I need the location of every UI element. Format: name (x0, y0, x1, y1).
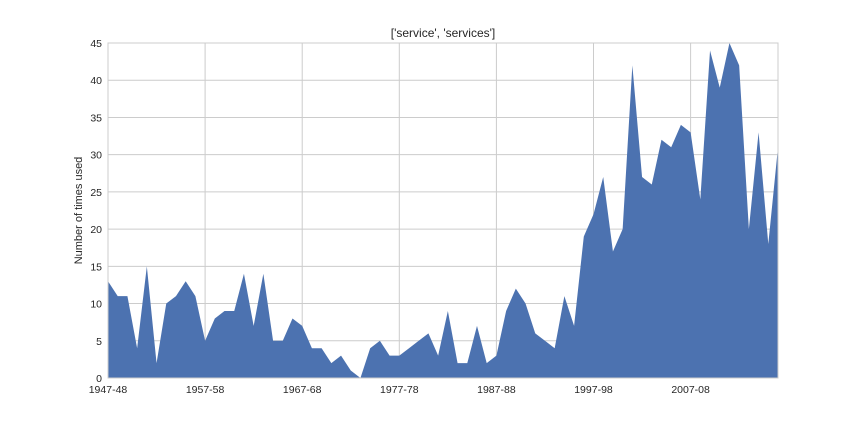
y-tick-label: 40 (90, 75, 102, 87)
x-tick-label: 1997-98 (574, 384, 613, 396)
x-tick-labels: 1947-48 1957-58 1967-68 1977-78 1987-88 1997-… (89, 384, 710, 396)
y-tick-label: 30 (90, 150, 102, 162)
y-tick-label: 15 (90, 261, 102, 273)
y-tick-label: 20 (90, 224, 102, 236)
x-tick-label: 1947-48 (89, 384, 128, 396)
y-tick-label: 25 (90, 187, 102, 199)
y-tick-label: 5 (96, 336, 102, 348)
chart-title: ['service', 'services'] (391, 26, 496, 40)
x-tick-label: 1967-68 (283, 384, 322, 396)
x-tick-label: 2007-08 (671, 384, 710, 396)
y-tick-label: 35 (90, 112, 102, 124)
y-tick-label: 10 (90, 299, 102, 311)
y-axis-label: Number of times used (73, 157, 85, 265)
area-series (108, 43, 778, 378)
x-tick-label: 1977-78 (380, 384, 419, 396)
x-tick-label: 1957-58 (186, 384, 225, 396)
x-tick-label: 1987-88 (477, 384, 516, 396)
y-tick-label: 45 (90, 38, 102, 50)
